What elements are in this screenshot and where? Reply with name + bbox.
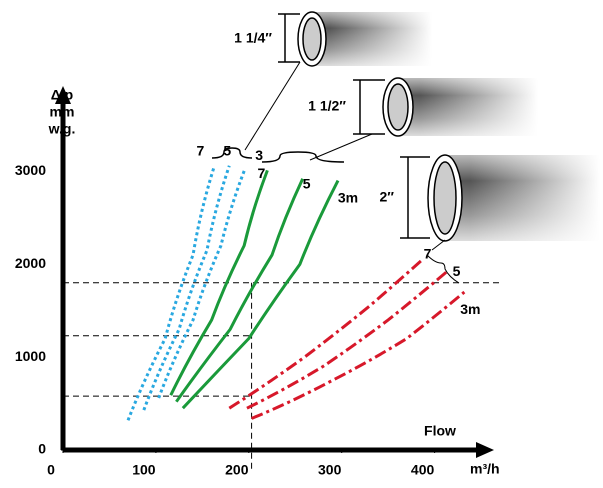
x-axis-label: Flow <box>424 423 456 439</box>
x-axis-arrow <box>476 442 494 458</box>
hose-label: 1 1/4″ <box>234 30 272 46</box>
x-tick-label: 100 <box>132 462 156 478</box>
hose-label: 2″ <box>380 189 395 205</box>
curve-label: 3m <box>338 189 358 205</box>
x-tick-label: 200 <box>225 462 249 478</box>
curve <box>251 290 466 420</box>
curve <box>126 165 216 421</box>
curve <box>169 169 269 396</box>
y-tick-label: 3000 <box>15 162 46 178</box>
hose-drawings <box>211 11 600 284</box>
curve-label: 3m <box>460 301 480 317</box>
curve-label: 7 <box>197 142 205 158</box>
curve <box>142 165 231 411</box>
curve <box>246 269 450 410</box>
curve <box>157 167 247 399</box>
curve <box>228 257 425 410</box>
curve <box>181 179 340 410</box>
y-axis-label: w.g. <box>48 121 76 137</box>
x-tick-label: 0 <box>47 462 55 478</box>
curve-label: 5 <box>223 142 231 158</box>
y-tick-label: 0 <box>38 441 46 457</box>
hose-label: 1 1/2″ <box>308 98 346 114</box>
y-tick-label: 1000 <box>15 348 46 364</box>
curve <box>175 178 305 403</box>
y-axis-label: mm <box>50 104 75 120</box>
x-tick-label: 400 <box>411 462 435 478</box>
y-tick-label: 2000 <box>15 255 46 271</box>
curve-label: 3 <box>255 147 263 163</box>
curve-label: 7 <box>257 165 265 181</box>
y-axis-label: Δ p <box>51 87 74 103</box>
x-tick-label: 300 <box>318 462 342 478</box>
x-axis-unit: m³/h <box>470 461 500 477</box>
curve-label: 5 <box>303 175 311 191</box>
y-axis-arrow <box>55 86 71 104</box>
curve-label: 5 <box>453 263 461 279</box>
curve-label: 7 <box>424 245 432 261</box>
